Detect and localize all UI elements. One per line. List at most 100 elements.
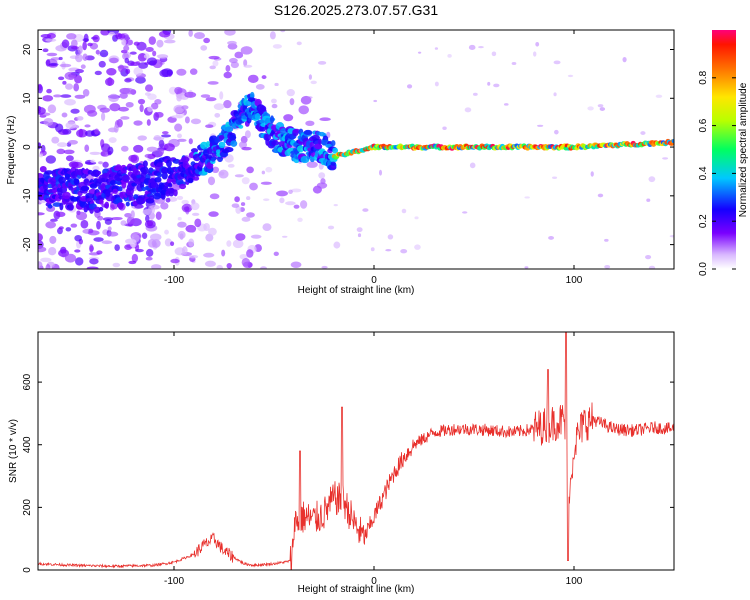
spectrogram-cell [269, 31, 276, 40]
spectrogram-cell [356, 227, 363, 233]
spectrogram-cell [297, 217, 303, 222]
spectrogram-heatmap [38, 30, 674, 269]
spectrogram-cell [115, 32, 123, 40]
snr-xtick-label: 100 [566, 576, 583, 587]
spectrogram-cell [128, 260, 137, 265]
spectrogram-cell [38, 106, 46, 115]
spectrogram-cell [84, 144, 90, 152]
spectrogram-cell [89, 244, 94, 253]
spectrogram-cell [241, 146, 252, 151]
spectrogram-cell [45, 59, 51, 67]
spectrogram-cell [137, 135, 148, 141]
spectrogram-cell [622, 57, 627, 63]
spectrogram-cell [205, 97, 217, 102]
spectrogram-cell [85, 130, 95, 137]
spectrogram-cell [298, 105, 310, 115]
spectrogram-cell [208, 55, 220, 60]
spectrogram-cell [447, 53, 452, 58]
spectrogram-cell [472, 92, 478, 96]
spectrogram-cell [189, 68, 198, 75]
spectrogram-cell [161, 167, 169, 174]
spectrogram-cell [42, 48, 49, 53]
spectrogram-cell [200, 45, 208, 51]
spectrogram-cell [597, 104, 604, 108]
spectrogram-cell [76, 211, 88, 221]
spectrogram-cell [535, 41, 540, 47]
spectrogram-cell [38, 233, 43, 242]
spectrogram-cell [80, 186, 89, 192]
spectrogram-cell [270, 115, 275, 124]
spectrogram-cell [462, 211, 468, 214]
spectrogram-cell [241, 216, 251, 222]
spectrogram-cell [65, 121, 77, 130]
spectrogram-cell [93, 206, 101, 213]
spectrogram-cell [59, 63, 72, 68]
spectrogram-cell [135, 61, 141, 65]
spectrogram-cell [238, 124, 244, 129]
spectrogram-cell [648, 265, 656, 269]
spectrogram-cell [187, 177, 194, 184]
colorbar: 0.0 0.2 0.4 0.6 0.8 Normalized spectral ampl… [698, 30, 749, 276]
spectrogram-cell [320, 178, 326, 185]
spectrogram-cell [98, 60, 106, 68]
spectrogram-cell [40, 257, 52, 263]
spectrogram-cell [93, 237, 104, 242]
spectrogram-cell [171, 115, 183, 119]
spectrogram-cell [99, 107, 111, 113]
spectrogram-cell [272, 44, 282, 49]
spectrogram-cell [151, 102, 159, 110]
spectrogram-ytick-label: 10 [22, 92, 33, 104]
spectrogram-cell [64, 71, 77, 81]
spectrogram-ylabel: Frequency (Hz) [6, 116, 17, 185]
spectrogram-cell [210, 157, 216, 162]
spectrogram-cell [318, 172, 326, 179]
spectrogram-cell [224, 126, 234, 133]
spectrogram-cell [49, 235, 57, 244]
spectrogram-cell [135, 76, 146, 84]
spectrogram-cell [163, 143, 175, 152]
spectrogram-cell [238, 141, 248, 149]
spectrogram-cell [172, 158, 181, 164]
spectrogram-cell [121, 174, 130, 183]
spectrogram-cell [293, 204, 300, 209]
spectrogram-cell [300, 200, 308, 209]
spectrogram-cell [224, 30, 236, 36]
spectrogram-cell [58, 76, 65, 81]
spectrogram-cell [46, 33, 56, 39]
spectrogram-cell [209, 193, 220, 200]
spectrogram-cell [286, 89, 295, 97]
spectrogram-cell [113, 124, 119, 133]
spectrogram-cell [148, 205, 154, 211]
spectrogram-cell [176, 94, 182, 102]
spectrogram-cell [48, 246, 57, 256]
spectrogram-cell [188, 138, 193, 145]
spectrogram-xtick-label: 0 [371, 275, 377, 286]
spectrogram-cell [148, 195, 155, 201]
snr-frame [37, 331, 675, 571]
spectrogram-cell [417, 51, 422, 54]
spectrogram-cell [260, 181, 272, 185]
spectrogram-cell [247, 74, 259, 83]
spectrogram-cell [73, 83, 80, 92]
spectrogram-cell [230, 140, 238, 147]
spectrogram-cell [104, 201, 110, 209]
spectrogram-cell [203, 223, 210, 232]
colorbar-label: Normalized spectral amplitude [738, 82, 749, 217]
spectrogram-cell [478, 45, 484, 49]
spectrogram-cell [99, 49, 109, 58]
spectrogram-cell [226, 263, 232, 269]
colorbar-tick-label: 0.8 [698, 70, 709, 84]
spectrogram-cell [288, 189, 293, 195]
spectrogram-cell [169, 187, 175, 193]
spectrogram-cell [107, 77, 113, 86]
spectrogram-cell [158, 139, 165, 148]
spectrogram-cell [131, 253, 139, 263]
spectrogram-cell [205, 124, 214, 129]
spectrogram-cell [39, 166, 47, 173]
spectrogram-cell [118, 186, 123, 192]
spectrogram-cell [125, 101, 134, 108]
spectrogram-cell [163, 39, 176, 44]
spectrogram-cell [111, 216, 123, 221]
spectrogram-cell [68, 204, 74, 211]
spectrogram-cell [96, 220, 101, 230]
